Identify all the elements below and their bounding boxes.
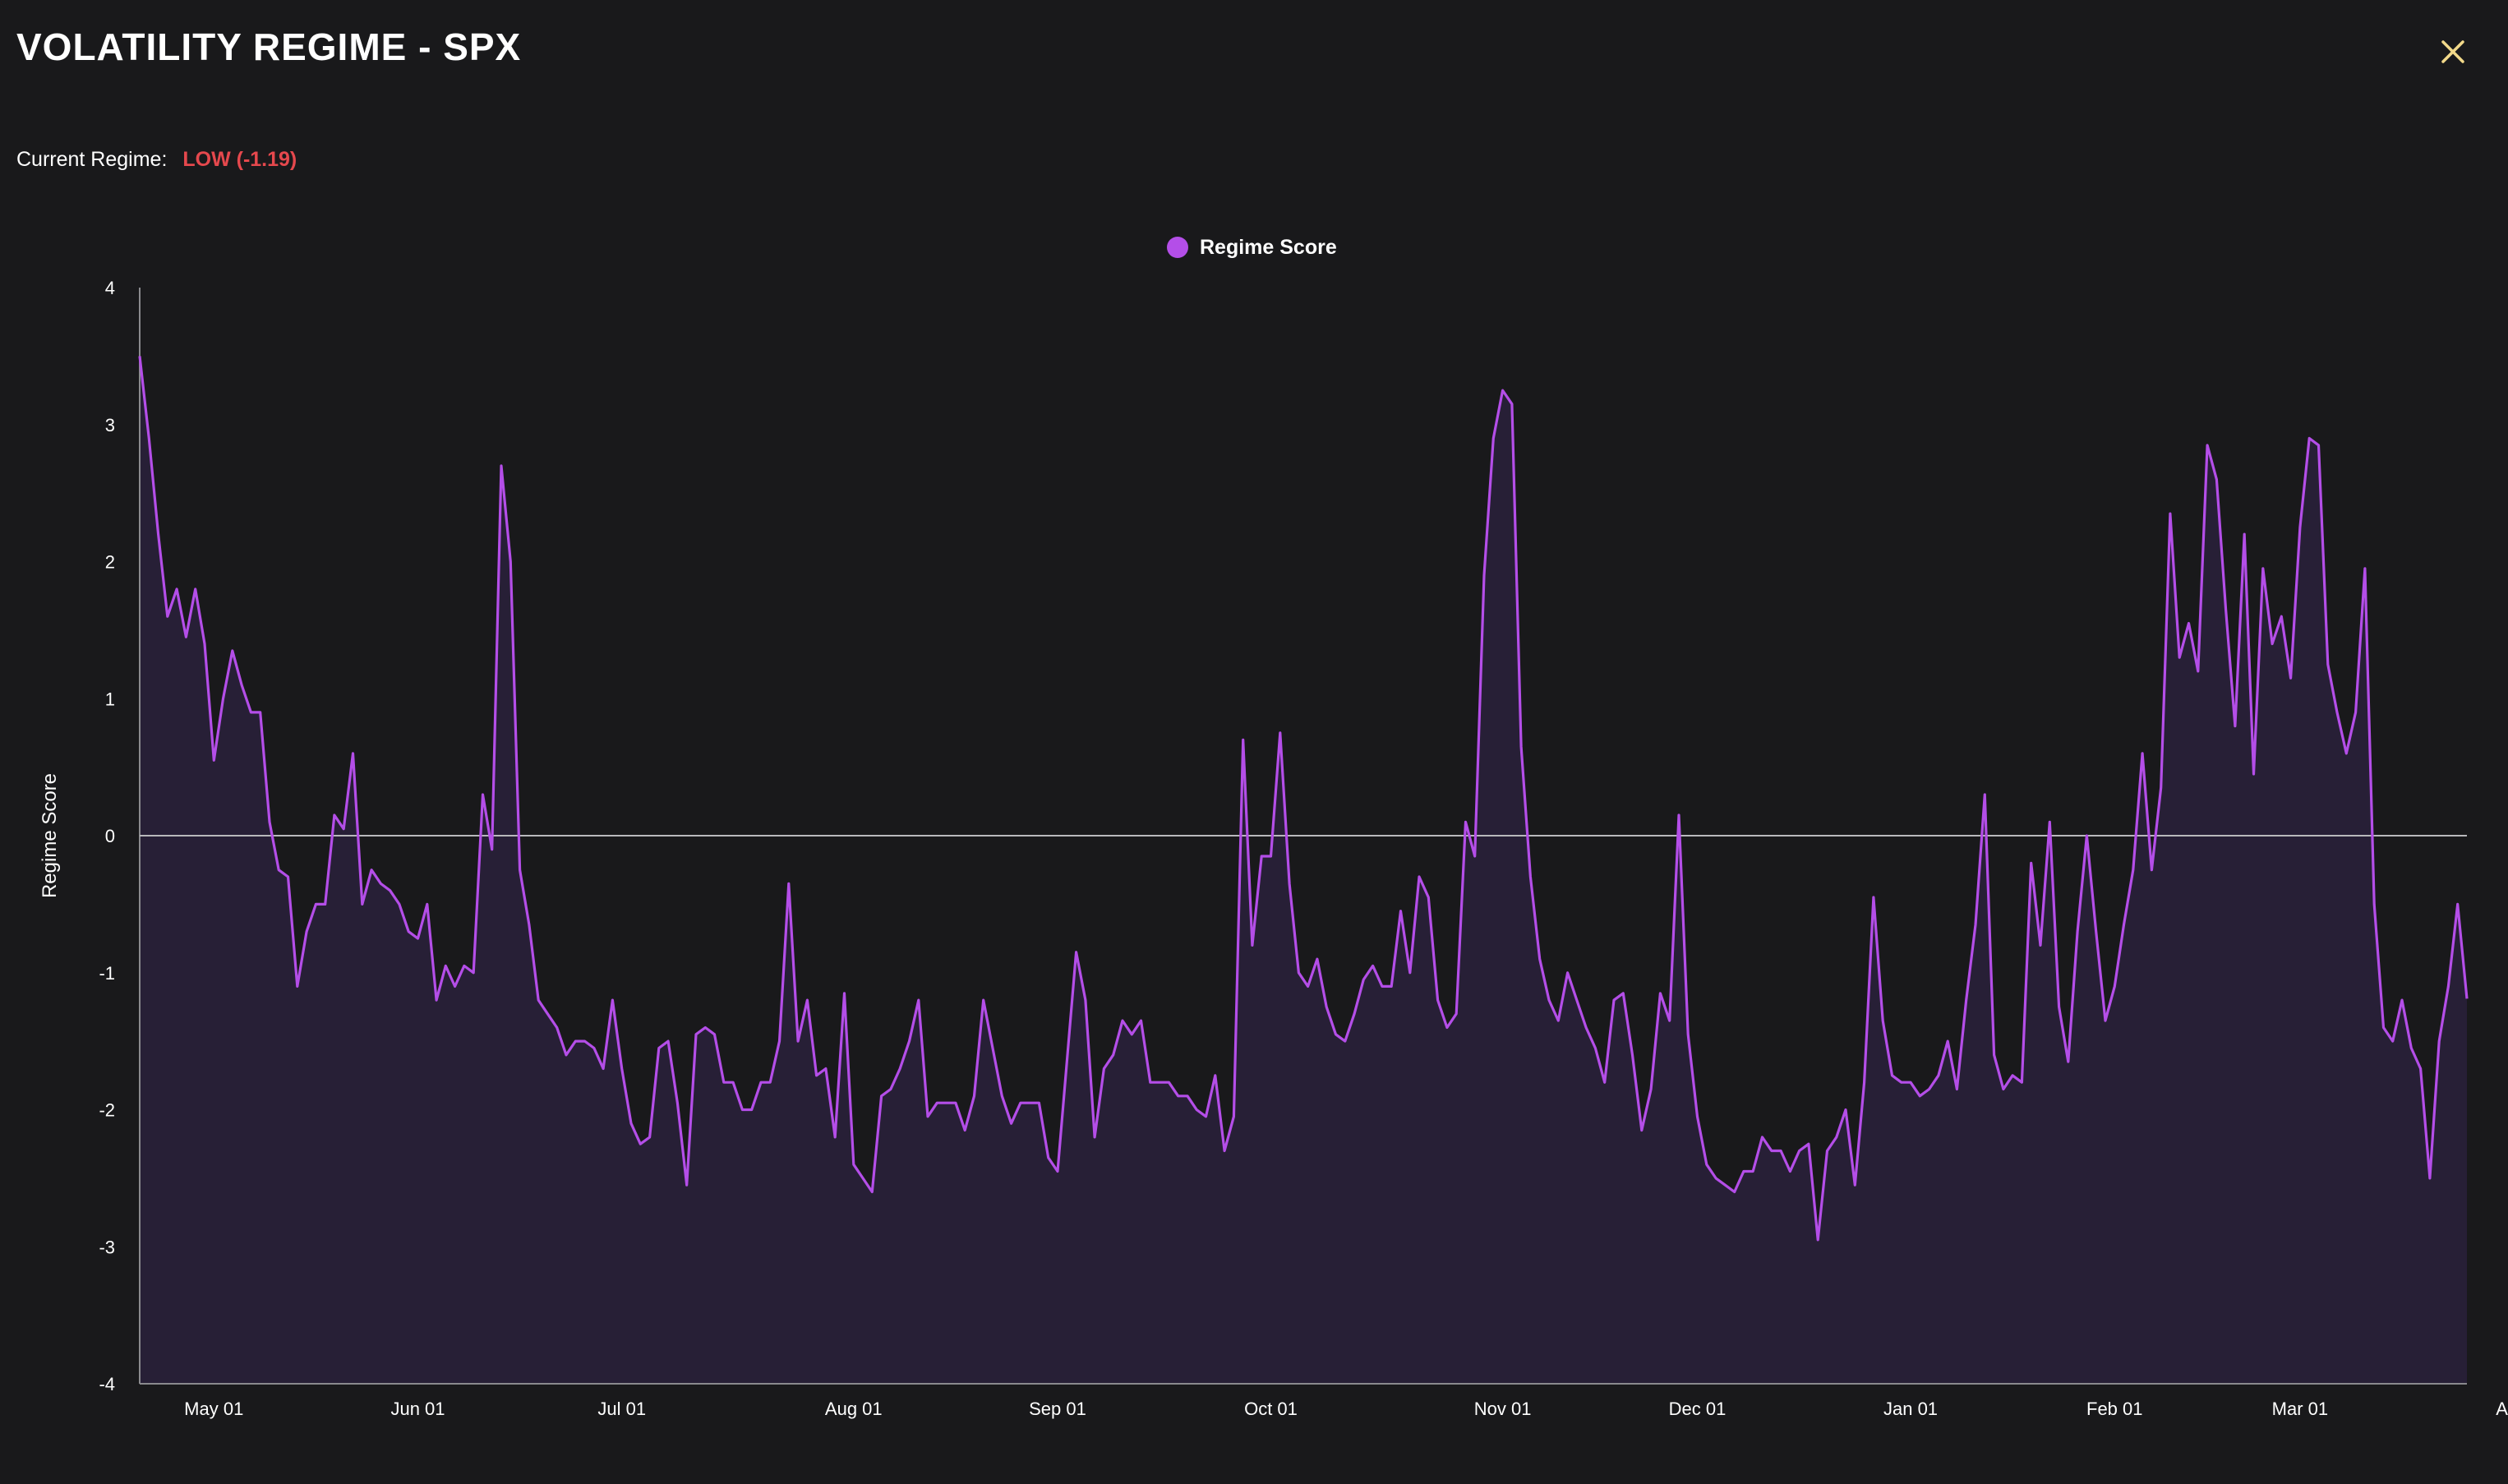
- page-title: VOLATILITY REGIME - SPX: [16, 25, 522, 68]
- x-tick-label: Sep 01: [1029, 1399, 1086, 1419]
- legend-label: Regime Score: [1200, 235, 1337, 259]
- x-tick-label: Jan 01: [1883, 1399, 1938, 1419]
- x-tick-label: Feb 01: [2086, 1399, 2143, 1419]
- series-area: [140, 356, 2467, 1384]
- legend-marker-icon: [1167, 237, 1188, 258]
- regime-chart: 4 3 2 1 0 -1 -2 -3 -4 Regime Score May 01 Jun 01 Jul…: [0, 222, 2508, 1484]
- y-tick-label: 2: [105, 552, 115, 573]
- x-tick-label: Jun 01: [390, 1399, 445, 1419]
- current-regime-value: LOW (-1.19): [182, 148, 297, 171]
- x-tick-label: Oct 01: [1244, 1399, 1298, 1419]
- y-tick-label: -3: [99, 1237, 115, 1257]
- close-button[interactable]: [2432, 31, 2473, 72]
- y-tick-label: 3: [105, 415, 115, 436]
- x-tick-label: Apr 01: [2496, 1399, 2508, 1419]
- x-tick-label: Dec 01: [1669, 1399, 1727, 1419]
- x-tick-label: May 01: [184, 1399, 243, 1419]
- current-regime-label: Current Regime:: [16, 148, 168, 171]
- chart-svg: 4 3 2 1 0 -1 -2 -3 -4 Regime Score May 01 Jun 01 Jul…: [39, 278, 2508, 1419]
- y-tick-label: -1: [99, 963, 115, 984]
- y-axis-title: Regime Score: [39, 773, 61, 898]
- chart-legend[interactable]: Regime Score: [1167, 233, 1337, 261]
- y-tick-label: 1: [105, 689, 115, 709]
- x-tick-label: Aug 01: [825, 1399, 883, 1419]
- x-tick-label: Mar 01: [2272, 1399, 2328, 1419]
- x-tick-label: Nov 01: [1474, 1399, 1532, 1419]
- series-line-regime-score: [138, 356, 2469, 1242]
- y-tick-label: 4: [105, 278, 115, 298]
- y-tick-label: -2: [99, 1100, 115, 1121]
- current-regime: Current Regime: LOW (-1.19): [16, 148, 297, 172]
- x-tick-label: Jul 01: [597, 1399, 646, 1419]
- modal-header: VOLATILITY REGIME - SPX: [0, 0, 2508, 107]
- y-tick-label: 0: [105, 826, 115, 846]
- y-tick-label: -4: [99, 1374, 115, 1394]
- close-icon: [2441, 40, 2464, 63]
